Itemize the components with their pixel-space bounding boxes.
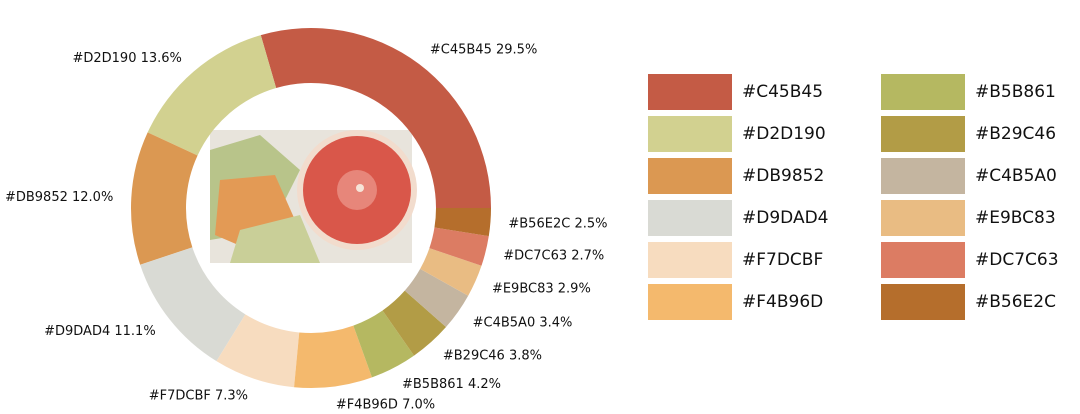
legend-label: #D2D190 [742,124,826,144]
slice-value: 4.2% [468,376,501,391]
slice-value: 3.4% [539,315,572,330]
slice [260,27,491,209]
slice-value: 7.0% [402,397,435,412]
legend-label: #DC7C63 [975,250,1059,270]
legend-label: #C4B5A0 [975,166,1057,186]
slice-label: #F4B96D 7.0% [336,397,435,412]
legend-swatch [648,158,732,194]
slice-value: 11.1% [114,323,155,338]
slice-label: #DC7C63 2.7% [503,248,604,263]
slice [404,268,469,328]
slice-category: #B29C46 [443,348,505,363]
legend-label: #C45B45 [742,82,823,102]
slice-label: #C4B5A0 3.4% [473,315,573,330]
legend-swatch [648,200,732,236]
slice-label: #F7DCBF 7.3% [149,388,248,403]
legend-label: #D9DAD4 [742,208,828,228]
legend-label: #F7DCBF [742,250,823,270]
slice [353,310,415,378]
legend-label: #F4B96D [742,292,823,312]
slice-category: #E9BC83 [492,281,554,296]
slice-value: 2.5% [574,216,607,231]
slice [382,290,447,356]
legend-swatch [881,242,965,278]
slice [140,247,246,362]
legend-label: #DB9852 [742,166,824,186]
slice-label: #B29C46 3.8% [443,348,542,363]
slice-value: 2.7% [571,248,604,263]
slice-category: #D9DAD4 [44,323,110,338]
slice [147,35,277,156]
slice-label: #B5B861 4.2% [402,376,501,391]
slice [131,132,198,265]
legend-swatch [881,74,965,110]
legend-label: #B29C46 [975,124,1056,144]
legend-label: #E9BC83 [975,208,1056,228]
center-photo [210,130,417,263]
slice-category: #DC7C63 [503,248,567,263]
legend-swatch [648,284,732,320]
slice-value: 3.8% [509,348,542,363]
slice [420,248,482,296]
slice-category: #B5B861 [402,376,464,391]
slice-category: #F4B96D [336,397,398,412]
legend-swatch [881,200,965,236]
legend-swatch [881,284,965,320]
slice-value: 12.0% [72,189,113,204]
slice-category: #DB9852 [5,189,68,204]
slice-category: #D2D190 [72,50,136,65]
slice-label: #B56E2C 2.5% [508,216,607,231]
slice-category: #B56E2C [508,216,570,231]
legend-swatch [648,116,732,152]
slice-label: #DB9852 12.0% [5,189,113,204]
slice-label: #E9BC83 2.9% [492,281,591,296]
slice-value: 2.9% [558,281,591,296]
legend-swatch [881,116,965,152]
legend-label: #B5B861 [975,82,1056,102]
slice-value: 29.5% [496,42,537,57]
slice [429,227,489,266]
slice [434,208,491,237]
slice-label: #D2D190 13.6% [72,50,181,65]
slice [294,325,372,388]
slice-label: #D9DAD4 11.1% [44,323,156,338]
slice-category: #C4B5A0 [473,315,536,330]
legend-label: #B56E2C [975,292,1056,312]
slice-value: 13.6% [141,50,182,65]
slice-label: #C45B45 29.5% [430,42,537,57]
legend-swatch [881,158,965,194]
legend-swatch [648,74,732,110]
slice-category: #F7DCBF [149,388,211,403]
slice-category: #C45B45 [430,42,492,57]
legend-swatch [648,242,732,278]
slice-value: 7.3% [215,388,248,403]
slice [216,314,300,388]
